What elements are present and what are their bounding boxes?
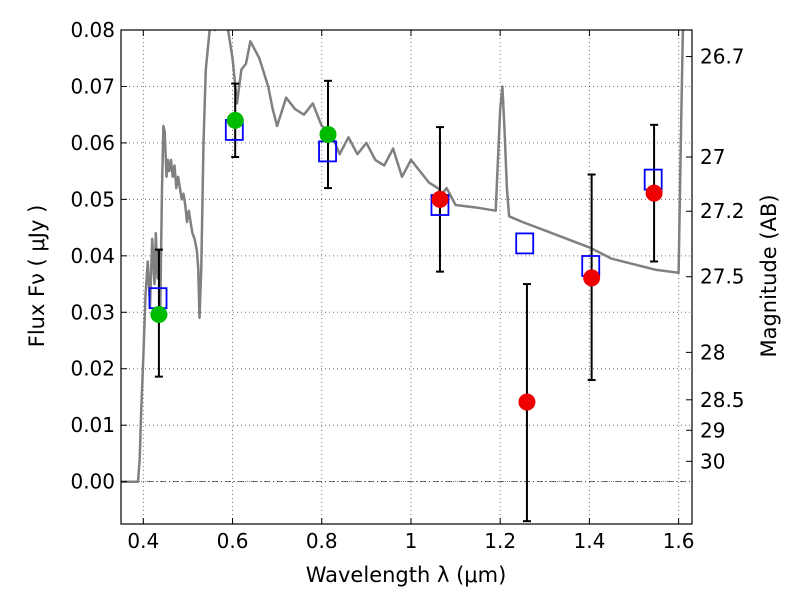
y-tick-label: 0.00 (70, 470, 115, 494)
y2-tick-label: 26.7 (700, 45, 745, 69)
x-tick-label: 0.4 (127, 529, 159, 553)
plot-frame (120, 29, 693, 525)
y-tick-label: 0.02 (70, 357, 115, 381)
y-tick-label: 0.07 (70, 74, 115, 98)
y2-tick-label: 27 (700, 145, 725, 169)
y2-tick-label: 30 (700, 449, 725, 473)
y2-axis-title: Magnitude (AB) (757, 194, 781, 357)
green-data-point (150, 306, 168, 324)
x-tick-label: 0.8 (306, 529, 338, 553)
x-tick-label: 1 (405, 529, 418, 553)
y2-tick-label: 28.5 (700, 388, 745, 412)
observed-photometry (150, 111, 663, 411)
green-data-point (319, 125, 337, 143)
x-tick-labels: 0.4 0.6 0.8 1 1.2 1.4 1.6 (127, 529, 694, 553)
y2-tick-label: 29 (700, 418, 725, 442)
y-tick-label: 0.05 (70, 187, 115, 211)
model-photometry-square (515, 232, 535, 255)
x-tick-label: 1.6 (663, 529, 695, 553)
model-spectrum-line (121, 30, 685, 483)
x-tick-label: 1.4 (573, 529, 605, 553)
y-tick-label: 0.06 (70, 131, 115, 155)
y-tick-label: 0.08 (70, 18, 115, 42)
grid (121, 30, 692, 524)
y-axis-title: Flux Fν ( μJy ) (25, 205, 49, 348)
y-tick-labels: 0.00 0.01 0.02 0.03 0.04 0.05 0.06 0.07 0.08 (70, 18, 115, 494)
y2-tick-labels: 26.7 27 27.2 27.5 28 28.5 29 30 (700, 45, 745, 474)
axis-ticks (121, 29, 692, 524)
model-spectrum (121, 30, 685, 483)
y-tick-label: 0.04 (70, 244, 115, 268)
error-bars (154, 79, 659, 523)
red-data-point (431, 190, 449, 208)
y-tick-label: 0.03 (70, 300, 115, 324)
red-data-point (583, 269, 601, 287)
y2-tick-label: 27.5 (700, 265, 745, 289)
green-data-point (226, 111, 244, 129)
x-axis-title: Wavelength λ (μm) (306, 563, 507, 587)
red-data-point (645, 184, 663, 202)
y2-tick-label: 28 (700, 340, 725, 364)
y2-tick-label: 27.2 (700, 199, 745, 223)
red-data-point (518, 393, 536, 411)
y-tick-label: 0.01 (70, 413, 115, 437)
x-tick-label: 1.2 (484, 529, 516, 553)
x-tick-label: 0.6 (217, 529, 249, 553)
